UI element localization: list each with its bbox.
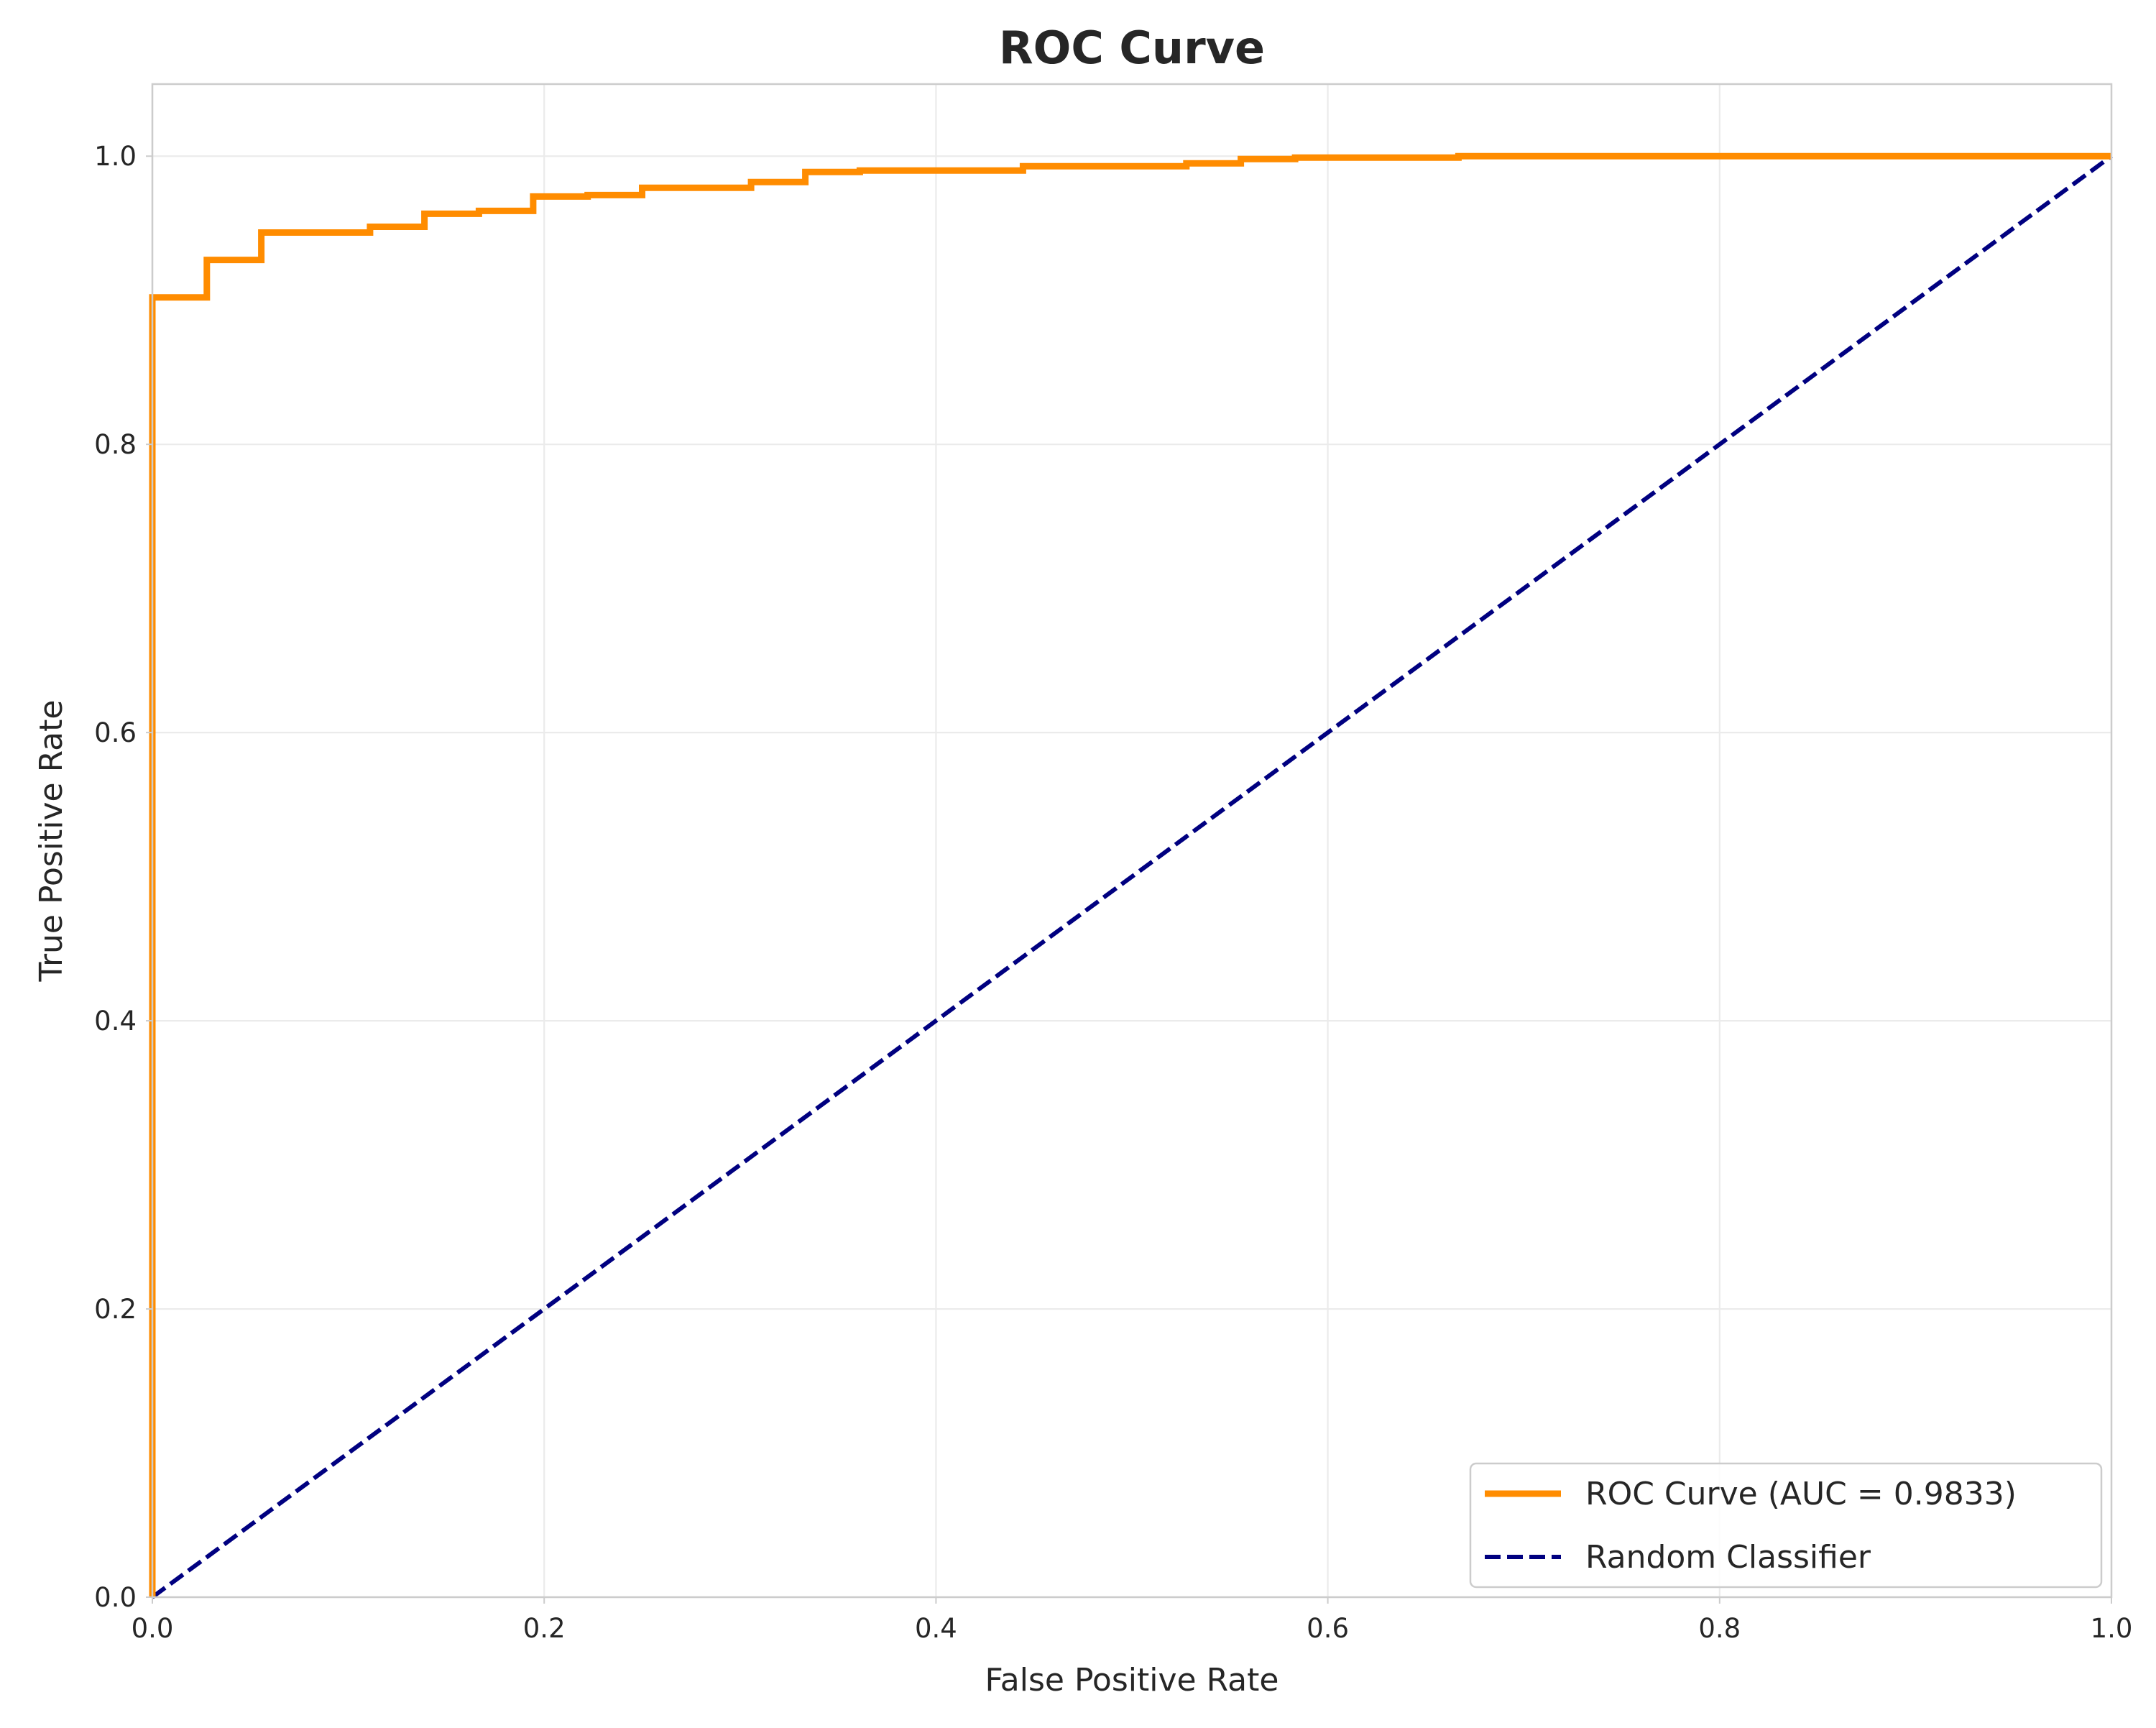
roc-curve-line	[149, 152, 2111, 1597]
x-tick-label: 0.2	[523, 1613, 566, 1644]
legend: ROC Curve (AUC = 0.9833) Random Classifie…	[1469, 1462, 2103, 1589]
x-tick-label: 0.0	[132, 1613, 174, 1644]
y-axis-label: True Positive Rate	[33, 700, 70, 983]
legend-label: ROC Curve (AUC = 0.9833)	[1585, 1476, 2017, 1512]
series-layer	[149, 152, 2113, 1599]
y-tick-label: 0.8	[94, 429, 137, 460]
legend-box	[1469, 1462, 2103, 1589]
chart-title: ROC Curve	[999, 22, 1265, 74]
legend-label: Random Classifier	[1585, 1539, 1871, 1576]
y-tick-label: 0.4	[94, 1006, 137, 1037]
random-classifier-line	[151, 154, 2113, 1599]
x-tick-label: 0.8	[1698, 1613, 1741, 1644]
plot-frame	[151, 83, 2113, 1599]
tick-labels: 0.0 0.2 0.4 0.6 0.8 1.0 0.0 0.2 0.4 0.6 0.8 1.0	[94, 141, 2132, 1644]
x-tick-label: 1.0	[2091, 1613, 2133, 1644]
x-tick-label: 0.4	[915, 1613, 957, 1644]
y-tick-label: 1.0	[94, 141, 137, 172]
y-tick-label: 0.0	[94, 1582, 137, 1613]
y-tick-label: 0.6	[94, 717, 137, 748]
x-tick-label: 0.6	[1307, 1613, 1349, 1644]
x-axis-label: False Positive Rate	[985, 1662, 1279, 1699]
grid-lines	[151, 84, 2113, 1599]
y-tick-label: 0.2	[94, 1294, 137, 1325]
